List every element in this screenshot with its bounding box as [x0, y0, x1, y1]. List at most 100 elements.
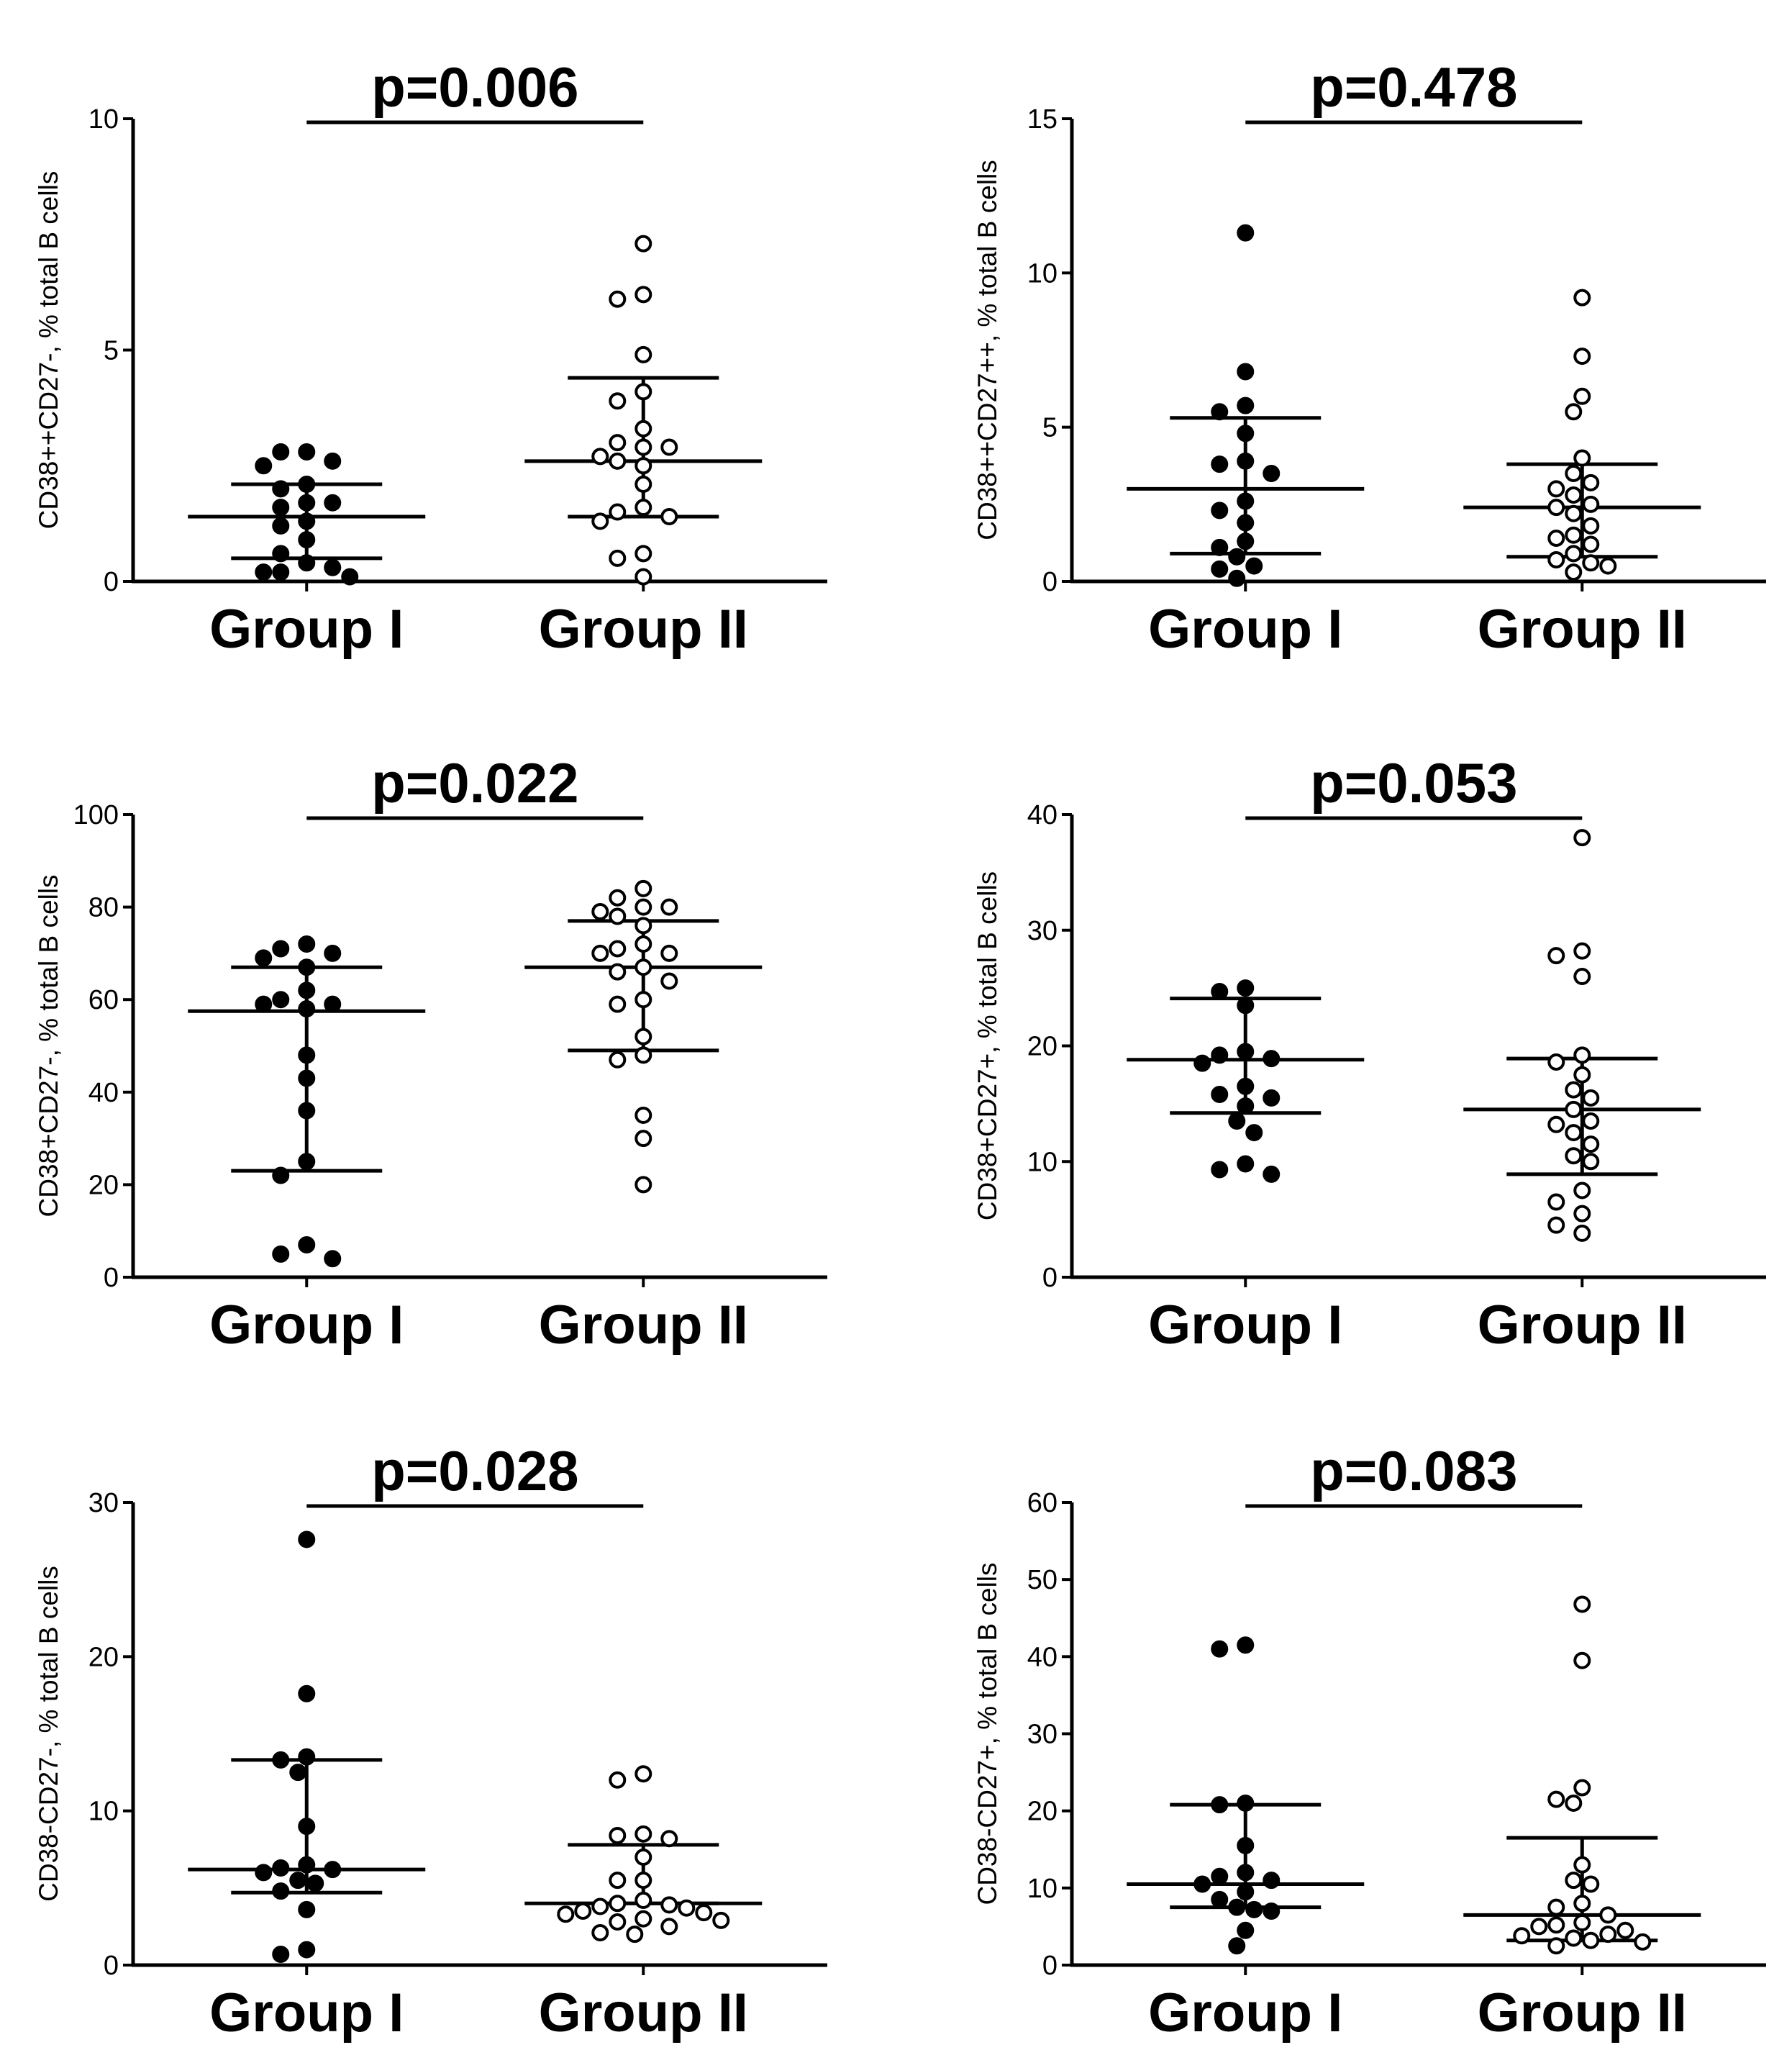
data-point	[1634, 1933, 1652, 1951]
data-point	[272, 1751, 290, 1769]
data-point	[1547, 1053, 1565, 1071]
data-point	[660, 972, 678, 990]
data-point	[324, 1861, 342, 1879]
data-point	[1573, 1595, 1591, 1613]
data-point	[1263, 1165, 1281, 1183]
data-point	[1211, 1086, 1229, 1104]
data-point	[1565, 504, 1583, 522]
data-point	[609, 963, 627, 981]
data-point	[635, 235, 652, 253]
data-point	[1237, 514, 1255, 532]
data-point	[609, 434, 627, 452]
data-point	[298, 1684, 316, 1702]
data-point	[1228, 1112, 1246, 1130]
data-point	[1573, 348, 1591, 366]
data-point	[609, 1895, 627, 1913]
data-point	[324, 452, 342, 470]
x-tick-label: Group II	[1478, 1294, 1687, 1356]
data-point	[1573, 1224, 1591, 1242]
data-point	[1565, 1124, 1583, 1142]
data-point	[272, 499, 290, 517]
data-point	[635, 383, 652, 401]
data-point	[298, 1102, 316, 1120]
y-tick-label: 30	[1027, 1720, 1058, 1750]
data-point	[591, 448, 609, 466]
data-point	[298, 1748, 316, 1766]
data-point	[1547, 1898, 1565, 1916]
data-point	[1237, 1077, 1255, 1095]
y-tick-label: 10	[1027, 258, 1058, 289]
data-point	[324, 944, 342, 962]
y-tick-label: 0	[104, 1951, 119, 1981]
data-point	[298, 494, 316, 512]
data-point	[1582, 1875, 1600, 1893]
data-point	[1263, 1050, 1281, 1068]
data-point	[298, 1235, 316, 1253]
data-point	[1565, 1081, 1583, 1099]
data-point	[255, 1864, 273, 1882]
data-point	[1211, 982, 1229, 1000]
data-point	[298, 1818, 316, 1836]
data-point	[1237, 532, 1255, 550]
data-point	[678, 1899, 696, 1917]
data-point	[1573, 1066, 1591, 1084]
y-axis-label: CD38++CD27++, % total B cells	[973, 160, 1002, 540]
x-tick-label: Group I	[1148, 599, 1342, 660]
data-point	[272, 517, 290, 535]
data-point	[1582, 535, 1600, 553]
data-point	[1237, 1097, 1255, 1115]
y-tick-label: 5	[1042, 413, 1058, 443]
y-axis-label: CD38++CD27-, % total B cells	[34, 171, 63, 530]
data-point	[1547, 1790, 1565, 1808]
data-point	[660, 1830, 678, 1848]
data-point	[1582, 1153, 1600, 1171]
data-point	[1193, 1875, 1211, 1893]
data-point	[255, 457, 273, 475]
series-group-ii	[1463, 1595, 1701, 1955]
chart-panel-2: 0 5 10 15 Group I Group II CD38++CD27++, % tot…	[973, 55, 1766, 660]
data-point	[1582, 1135, 1600, 1153]
data-point	[1547, 1193, 1565, 1211]
data-point	[1599, 1926, 1617, 1944]
data-point	[635, 1106, 652, 1124]
data-point	[635, 917, 652, 935]
y-axis-label: CD38+CD27-, % total B cells	[34, 874, 63, 1217]
data-point	[591, 903, 609, 921]
y-tick-label: 15	[1027, 104, 1058, 135]
data-point	[1573, 1651, 1591, 1669]
chart-panel-5: 0 10 20 30 Group I Group II CD38-CD27-, % tota…	[34, 1439, 827, 2044]
data-point	[1237, 492, 1255, 510]
data-point	[635, 935, 652, 953]
data-point	[298, 475, 316, 493]
data-point	[1573, 1895, 1591, 1913]
data-point	[635, 345, 652, 363]
data-point	[298, 958, 316, 976]
data-point	[1237, 396, 1255, 414]
data-point	[635, 1825, 652, 1843]
data-point	[1263, 1872, 1281, 1890]
data-point	[1573, 942, 1591, 960]
chart-panel-1: 0 5 10 Group I Group II CD38++CD27-, % total …	[34, 55, 827, 660]
data-point	[1237, 452, 1255, 470]
y-tick-label: 0	[104, 1263, 119, 1293]
data-point	[609, 940, 627, 958]
data-point	[660, 438, 678, 456]
data-point	[609, 392, 627, 410]
y-tick-label: 40	[1027, 1642, 1058, 1672]
y-axis-label: CD38-CD27-, % total B cells	[34, 1566, 63, 1902]
data-point	[695, 1904, 713, 1922]
p-value-title: p=0.053	[1310, 751, 1517, 815]
data-point	[1530, 1918, 1548, 1936]
data-point	[660, 944, 678, 962]
y-tick-label: 0	[1042, 1263, 1058, 1293]
data-point	[324, 558, 342, 576]
series-group-ii	[524, 1765, 763, 1944]
data-point	[591, 512, 609, 530]
data-point	[1211, 1867, 1229, 1885]
y-tick-label: 40	[88, 1078, 119, 1108]
data-point	[635, 898, 652, 916]
data-point	[1547, 1216, 1565, 1234]
data-point	[306, 1874, 324, 1892]
data-point	[298, 981, 316, 999]
